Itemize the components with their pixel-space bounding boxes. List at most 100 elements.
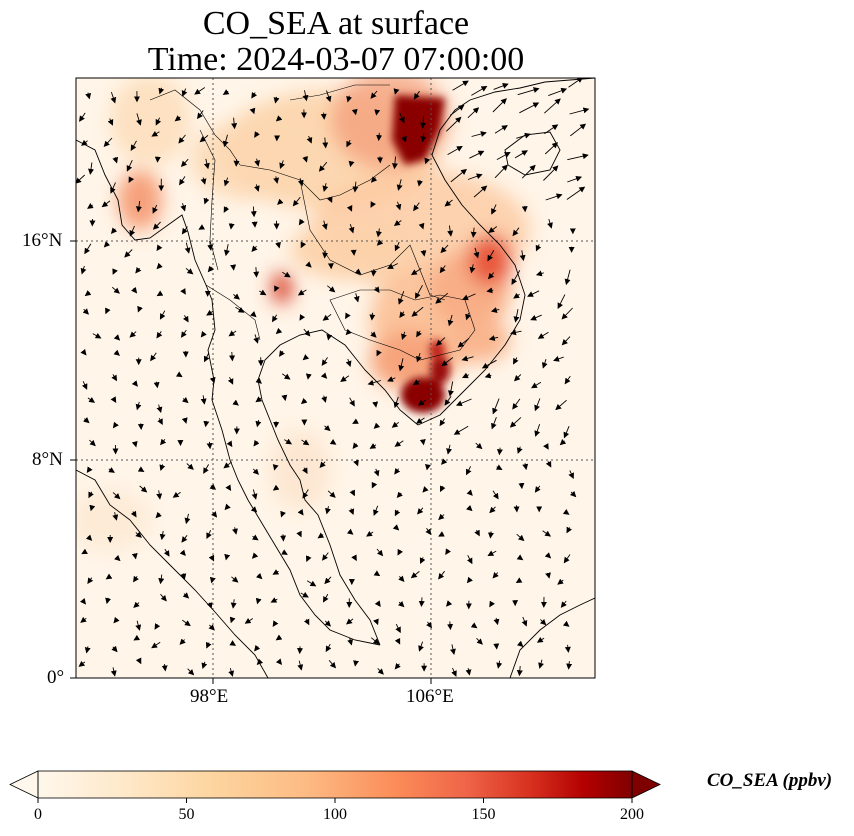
wind-arrow: [461, 355, 474, 362]
map-title: CO_SEA at surface: [202, 5, 470, 42]
wind-arrow: [474, 529, 480, 537]
wind-arrow: [325, 90, 332, 103]
wind-arrow: [230, 599, 237, 609]
wind-arrow: [418, 399, 426, 406]
wind-arrow: [235, 306, 245, 313]
wind-arrow: [274, 285, 280, 293]
wind-arrow: [492, 98, 507, 113]
wind-arrow: [179, 638, 186, 645]
wind-arrow: [156, 404, 163, 414]
wind-arrow: [130, 140, 137, 151]
wind-arrow: [87, 396, 96, 403]
wind-arrow: [281, 549, 288, 555]
wind-arrow: [496, 447, 503, 456]
wind-arrow: [302, 467, 308, 474]
wind-arrow: [112, 268, 118, 275]
wind-arrow: [299, 314, 306, 321]
wind-arrow: [229, 640, 237, 646]
wind-arrow: [300, 397, 308, 405]
wind-arrow: [139, 485, 148, 493]
wind-arrow: [209, 376, 216, 384]
wind-arrow: [135, 401, 142, 411]
wind-arrow: [302, 354, 310, 361]
wind-arrow: [354, 268, 362, 275]
wind-arrow: [282, 271, 291, 278]
wind-arrow: [160, 593, 167, 602]
wind-arrow: [412, 379, 420, 386]
wind-arrow: [346, 528, 354, 535]
wind-arrow: [370, 269, 377, 277]
wind-arrow: [153, 381, 160, 389]
wind-arrow: [566, 661, 573, 670]
wind-arrow: [86, 466, 93, 474]
wind-arrow: [305, 373, 312, 380]
wind-arrow: [492, 572, 499, 579]
wind-arrow: [329, 438, 337, 445]
wind-arrow: [180, 288, 186, 295]
wind-arrow: [445, 116, 462, 132]
wind-arrow: [222, 134, 229, 148]
wind-arrow: [373, 505, 379, 516]
wind-arrow: [151, 130, 160, 137]
wind-arrow: [473, 247, 480, 259]
wind-arrow: [450, 644, 456, 655]
colorbar-tick-label: 50: [178, 806, 195, 823]
wind-arrow: [370, 331, 377, 338]
wind-arrow: [395, 201, 402, 211]
wind-arrow: [369, 312, 376, 321]
wind-arrow: [152, 204, 158, 214]
wind-arrow: [438, 531, 445, 537]
wind-arrow: [197, 110, 204, 120]
wind-arrow: [281, 394, 288, 402]
wind-arrow: [253, 334, 259, 344]
wind-arrow: [297, 178, 304, 187]
wind-arrow: [229, 351, 236, 362]
wind-arrow: [410, 571, 420, 579]
wind-arrow: [563, 554, 571, 564]
wind-arrow: [567, 153, 589, 161]
wind-arrow: [351, 108, 358, 116]
plot-frame: [75, 77, 596, 679]
y-tick-label: 0°: [47, 667, 65, 688]
wind-arrow: [487, 531, 494, 539]
wind-arrow: [538, 659, 544, 669]
wind-arrow: [534, 424, 541, 437]
wind-arrow: [544, 552, 552, 559]
wind-arrow: [373, 570, 381, 577]
wind-arrow: [105, 307, 111, 315]
wind-arrow: [447, 314, 454, 327]
wind-arrow: [320, 112, 327, 120]
wind-arrow: [275, 634, 283, 641]
wind-arrow: [110, 396, 117, 403]
wind-arrow: [296, 530, 302, 538]
wind-arrow: [471, 85, 488, 96]
wind-arrow: [394, 637, 401, 645]
wind-arrow: [206, 602, 213, 609]
wind-arrow: [181, 417, 188, 424]
wind-arrow: [435, 292, 449, 304]
wind-arrow: [514, 150, 528, 159]
wind-arrow: [83, 417, 90, 424]
wind-arrow: [135, 657, 142, 665]
colorbar: [9, 770, 661, 803]
wind-arrow: [81, 548, 88, 555]
wind-arrow: [272, 569, 280, 575]
wind-arrow: [297, 289, 307, 296]
wind-arrow: [494, 125, 508, 134]
wind-arrow: [513, 309, 520, 323]
wind-arrow: [569, 490, 577, 498]
wind-arrow: [469, 150, 485, 159]
wind-arrow: [232, 399, 239, 406]
wind-arrow: [292, 196, 301, 207]
wind-arrow: [251, 552, 259, 559]
wind-arrow: [352, 418, 359, 424]
wind-arrow: [466, 554, 473, 565]
wind-arrow: [465, 668, 472, 676]
wind-arrow: [108, 467, 115, 473]
wind-arrow: [563, 426, 570, 439]
wind-arrow: [353, 293, 360, 303]
wind-arrow: [553, 356, 564, 362]
wind-arrow: [561, 307, 573, 320]
wind-arrow: [544, 142, 559, 155]
wind-arrow: [129, 331, 137, 338]
